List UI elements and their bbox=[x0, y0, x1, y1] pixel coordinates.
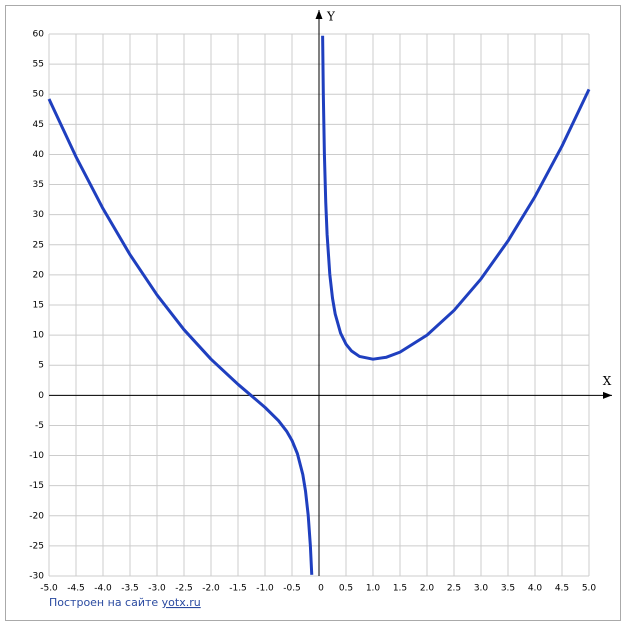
x-tick-label: 0 bbox=[318, 584, 324, 594]
curve bbox=[47, 35, 591, 575]
x-tick-label: 2.0 bbox=[420, 584, 435, 594]
x-tick-label: 4.0 bbox=[528, 584, 543, 594]
x-tick-label: -2.0 bbox=[202, 584, 220, 594]
x-tick-label: -2.5 bbox=[175, 584, 193, 594]
x-axis-arrow bbox=[603, 391, 612, 399]
y-tick-label: 35 bbox=[33, 180, 44, 190]
x-tick-label: 2.5 bbox=[447, 584, 461, 594]
y-axis-arrow bbox=[315, 10, 323, 19]
x-tick-label: -0.5 bbox=[283, 584, 301, 594]
y-tick-label: -20 bbox=[29, 511, 44, 521]
y-tick-label: -5 bbox=[35, 421, 44, 431]
x-tick-label: -3.0 bbox=[148, 584, 166, 594]
y-axis-label: Y bbox=[326, 10, 336, 24]
y-tick-label: -25 bbox=[29, 541, 44, 551]
y-tick-label: -30 bbox=[29, 572, 44, 582]
x-tick-label: -4.5 bbox=[67, 584, 85, 594]
y-tick-label: 50 bbox=[33, 90, 45, 100]
y-tick-label: 0 bbox=[38, 391, 44, 401]
credit-link[interactable]: yotx.ru bbox=[162, 596, 201, 609]
y-tick-label: 30 bbox=[33, 210, 45, 220]
x-tick-label: -1.5 bbox=[229, 584, 247, 594]
y-tick-label: -15 bbox=[29, 481, 44, 491]
x-tick-label: 3.5 bbox=[501, 584, 515, 594]
y-tick-label: -10 bbox=[29, 451, 44, 461]
x-tick-label: 1.5 bbox=[393, 584, 407, 594]
x-tick-label: 1.0 bbox=[366, 584, 381, 594]
y-tick-label: 45 bbox=[33, 120, 44, 130]
x-tick-label: 4.5 bbox=[555, 584, 569, 594]
credit-text: Построен на сайте yotx.ru bbox=[49, 596, 201, 609]
y-tick-label: 20 bbox=[33, 270, 45, 280]
frame bbox=[5, 5, 621, 621]
x-tick-label: 3.0 bbox=[474, 584, 489, 594]
y-tick-label: 10 bbox=[33, 331, 45, 341]
y-tick-label: 15 bbox=[33, 301, 44, 311]
x-tick-label: -5.0 bbox=[40, 584, 58, 594]
x-tick-label: 5.0 bbox=[582, 584, 597, 594]
y-tick-label: 5 bbox=[38, 361, 44, 371]
x-axis-label: X bbox=[603, 374, 612, 388]
x-tick-label: -1.0 bbox=[256, 584, 274, 594]
x-tick-label: 0.5 bbox=[339, 584, 353, 594]
x-tick-label: -4.0 bbox=[94, 584, 112, 594]
y-tick-label: 40 bbox=[33, 150, 45, 160]
x-tick-label: -3.5 bbox=[121, 584, 139, 594]
credit-label: Построен на сайте bbox=[49, 596, 158, 609]
y-tick-label: 60 bbox=[33, 30, 45, 40]
y-tick-label: 25 bbox=[33, 240, 44, 250]
y-tick-label: 55 bbox=[33, 60, 44, 70]
